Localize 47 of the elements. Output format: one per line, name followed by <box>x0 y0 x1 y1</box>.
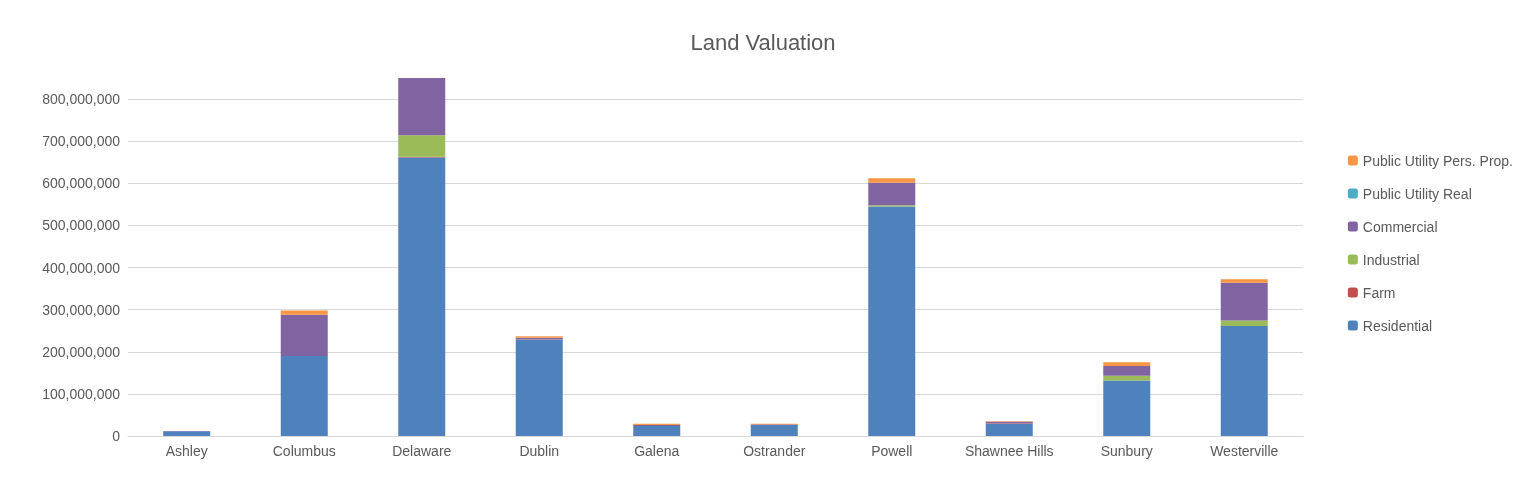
y-tick-label: 100,000,000 <box>42 385 121 402</box>
bar <box>398 157 446 436</box>
x-tick-label: Ashley <box>165 443 208 459</box>
x-tick-label: Westerville <box>1210 443 1279 459</box>
bar <box>633 425 681 436</box>
x-tick-label: Galena <box>634 443 680 459</box>
legend-label: Public Utility Pers. Prop. <box>1362 152 1514 169</box>
bar <box>398 78 446 136</box>
bar <box>868 178 916 183</box>
bar <box>1103 380 1151 436</box>
bar <box>515 339 563 436</box>
bar <box>1220 326 1268 436</box>
y-tick-label: 700,000,000 <box>42 133 121 150</box>
legend-label: Industrial <box>1362 251 1420 268</box>
x-tick-label: Sunbury <box>1100 443 1153 459</box>
bar <box>1103 366 1151 376</box>
bar <box>985 423 1033 436</box>
bar <box>750 424 798 436</box>
y-tick-label: 400,000,000 <box>42 259 121 276</box>
bar <box>1220 282 1268 321</box>
x-tick-label: Shawnee Hills <box>964 443 1054 459</box>
y-tick-label: 200,000,000 <box>42 343 121 360</box>
x-tick-label: Delaware <box>392 443 452 459</box>
legend-label: Residential <box>1362 317 1433 334</box>
bar <box>280 314 328 356</box>
legend-label: Public Utility Real <box>1362 185 1472 202</box>
y-tick-label: 300,000,000 <box>42 301 121 318</box>
bar <box>1220 320 1268 327</box>
x-tick-label: Dublin <box>519 443 560 459</box>
bar <box>398 135 446 157</box>
bar <box>1220 279 1268 283</box>
chart-title: Land Valuation <box>690 29 836 55</box>
y-tick-label: 0 <box>112 428 121 444</box>
bar <box>1103 362 1151 367</box>
x-tick-label: Ostrander <box>743 443 806 459</box>
bar <box>163 431 211 436</box>
legend-label: Farm <box>1362 284 1396 301</box>
y-tick-label: 600,000,000 <box>42 175 121 192</box>
bar <box>868 206 916 436</box>
bar <box>868 182 916 206</box>
bar <box>280 310 328 315</box>
y-tick-label: 500,000,000 <box>42 217 121 234</box>
y-tick-label: 800,000,000 <box>42 91 121 108</box>
legend-label: Commercial <box>1362 218 1438 235</box>
x-tick-label: Columbus <box>272 443 336 459</box>
x-tick-label: Powell <box>871 443 913 459</box>
bar <box>280 355 328 436</box>
